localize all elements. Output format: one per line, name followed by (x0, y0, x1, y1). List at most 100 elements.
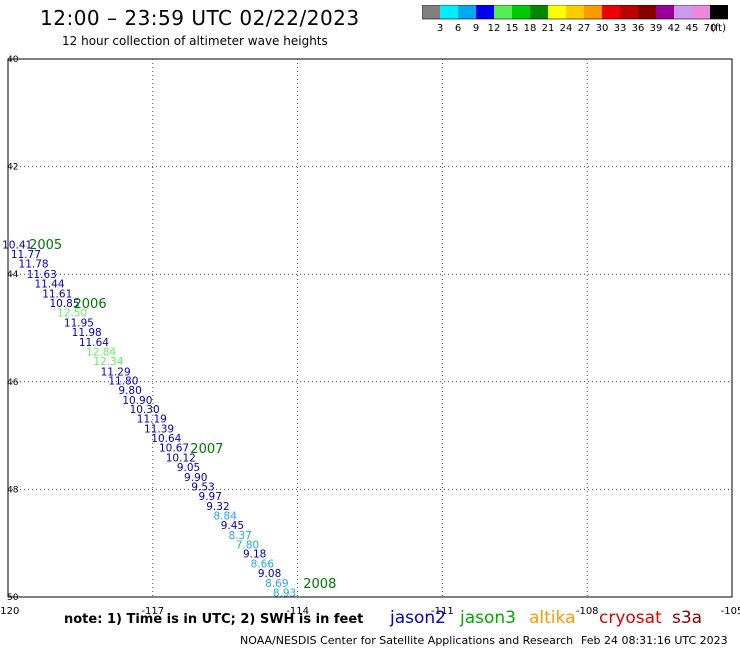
colorbar-label: 18 (524, 23, 537, 34)
chart-title: 12:00 – 23:59 UTC 02/22/2023 (40, 6, 360, 30)
colorbar-swatch (548, 5, 566, 19)
wave-height-value: 10.90 (122, 395, 152, 407)
colorbar-frame (422, 5, 728, 20)
wave-height-value: 9.08 (258, 568, 281, 580)
wave-height-value: 11.29 (101, 366, 131, 378)
satellite-label-s3a: s3a (672, 608, 703, 628)
wave-height-value: 11.78 (19, 259, 49, 271)
x-tick-label: -114 (286, 606, 309, 617)
colorbar-swatch (422, 5, 440, 19)
colorbar-unit: (ft) (711, 23, 726, 34)
wave-height-value: 10.12 (166, 452, 196, 464)
wave-height-value: 11.80 (108, 375, 138, 387)
wave-height-value: 11.98 (72, 327, 102, 339)
colorbar-swatch (494, 5, 512, 19)
wave-height-value: 11.19 (137, 414, 167, 426)
colorbar-swatch (530, 5, 548, 19)
y-tick-label: 44 (7, 270, 19, 280)
wave-height-value: 12.50 (57, 308, 87, 320)
colorbar-label: 24 (560, 23, 573, 34)
colorbar-label: 21 (542, 23, 555, 34)
wave-height-value: 10.85 (49, 298, 79, 310)
colorbar-swatch (602, 5, 620, 19)
wave-height-value: 10.30 (130, 404, 160, 416)
credit-line: NOAA/NESDIS Center for Satellite Applica… (240, 634, 574, 647)
colorbar-label: 3 (437, 23, 443, 34)
colorbar-label: 36 (632, 23, 645, 34)
wave-height-value: 9.90 (184, 472, 207, 484)
colorbar-swatch (584, 5, 602, 19)
wave-height-value: 9.05 (177, 462, 200, 474)
colorbar-label: 15 (506, 23, 519, 34)
x-tick-label: -111 (431, 606, 454, 617)
wave-height-value: 12.34 (93, 356, 123, 368)
wave-height-value: 7.80 (236, 540, 259, 552)
wave-height-value: 8.37 (228, 530, 251, 542)
wave-height-value: 11.95 (64, 317, 94, 329)
colorbar-swatch (638, 5, 656, 19)
time-label: 2008 (303, 577, 336, 592)
colorbar-swatch (440, 5, 458, 19)
wave-height-value: 11.64 (79, 337, 109, 349)
x-tick-label: -105 (721, 606, 740, 617)
wave-height-value: 9.45 (221, 520, 244, 532)
wave-height-value: 10.67 (159, 443, 189, 455)
colorbar-swatch (620, 5, 638, 19)
plot-frame (7, 58, 733, 598)
colorbar-label: 45 (686, 23, 699, 34)
wave-height-value: 9.80 (118, 385, 141, 397)
colorbar-swatch (566, 5, 584, 19)
colorbar-swatch (476, 5, 494, 19)
colorbar-swatch (656, 5, 674, 19)
colorbar-label: 27 (578, 23, 591, 34)
y-tick-label: 42 (7, 163, 18, 173)
wave-height-value: 9.32 (206, 501, 229, 513)
wave-height-value: 10.41 (2, 239, 32, 251)
y-tick-label: 50 (7, 593, 19, 603)
time-label: 2005 (29, 238, 62, 253)
colorbar-swatch (692, 5, 710, 19)
wave-height-value: 11.63 (27, 269, 57, 281)
colorbar-label: 33 (614, 23, 627, 34)
chart-subtitle: 12 hour collection of altimeter wave hei… (62, 34, 328, 48)
wave-height-value: 12.84 (86, 346, 116, 358)
colorbar-label: 42 (668, 23, 681, 34)
wave-height-value: 9.53 (191, 481, 214, 493)
satellite-label-jason2: jason2 (390, 608, 446, 628)
colorbar-label: 70 (704, 23, 717, 34)
colorbar-label: 30 (596, 23, 609, 34)
colorbar-swatch (674, 5, 692, 19)
wave-height-value: 11.44 (34, 279, 64, 291)
colorbar-swatch (710, 5, 728, 19)
wave-height-value: 11.77 (11, 249, 41, 261)
colorbar-label: 39 (650, 23, 663, 34)
wave-height-value: 8.69 (265, 578, 288, 590)
x-tick-label: -108 (576, 606, 599, 617)
colorbar-label: 6 (455, 23, 461, 34)
satellite-label-jason3: jason3 (460, 608, 516, 628)
x-tick-label: -120 (0, 606, 19, 617)
colorbar-swatch (458, 5, 476, 19)
satellite-label-cryosat: cryosat (599, 608, 662, 628)
time-label: 2006 (74, 297, 107, 312)
color-scale-legend: 3 6 9 12 15 18 21 24 27 30 33 36 39 42 45 70(ft) (422, 5, 728, 34)
wave-height-value: 8.93 (273, 587, 296, 599)
colorbar-label: 9 (473, 23, 479, 34)
wave-height-value: 11.39 (144, 423, 174, 435)
wave-height-value: 9.18 (243, 549, 266, 561)
y-tick-label: 46 (7, 378, 19, 388)
footer-note: note: 1) Time is in UTC; 2) SWH is in fe… (64, 612, 364, 627)
x-tick-label: -117 (141, 606, 164, 617)
time-label: 2007 (190, 442, 223, 457)
satellite-label-altika: altika (529, 608, 576, 628)
colorbar-label: 12 (488, 23, 501, 34)
colorbar-swatch (512, 5, 530, 19)
generated-timestamp: Feb 24 08:31:16 UTC 2023 (581, 634, 728, 647)
wave-height-value: 8.84 (214, 511, 238, 523)
wave-height-value: 11.61 (42, 288, 72, 300)
wave-height-value: 10.64 (151, 433, 181, 445)
y-tick-label: 40 (7, 55, 19, 65)
y-tick-label: 48 (7, 485, 19, 495)
wave-height-value: 8.66 (251, 558, 275, 570)
